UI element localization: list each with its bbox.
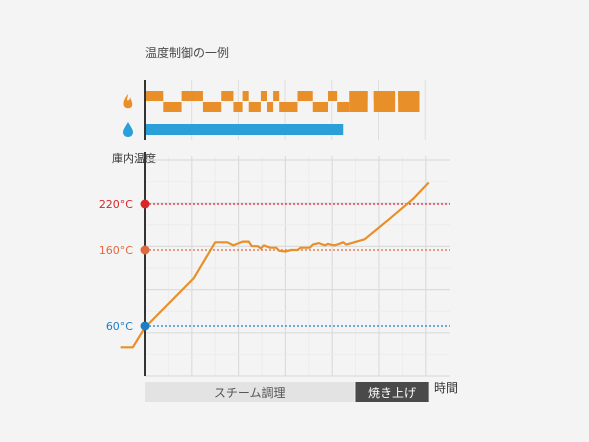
heat-full-bar (349, 91, 368, 112)
reference-label: 60°C (106, 320, 133, 333)
heat-on-bar (145, 91, 164, 101)
heat-bars (145, 91, 420, 112)
steam-on-bar (145, 124, 344, 135)
heat-on-bar (260, 91, 267, 101)
heat-on-bar (181, 91, 203, 101)
steam-bars (145, 124, 344, 135)
x-axis-label: 時間 (434, 381, 458, 395)
heat-off-bar (312, 102, 328, 112)
heat-off-bar (279, 102, 298, 112)
heat-off-bar (267, 102, 274, 112)
heat-off-bar (233, 102, 243, 112)
heat-off-bar (248, 102, 261, 112)
heat-on-bar (273, 91, 280, 101)
heat-on-bar (242, 91, 249, 101)
chart-title: 温度制御の一例 (145, 45, 229, 60)
reference-lines (145, 203, 450, 327)
temperature-line (120, 181, 430, 349)
heat-full-bar (398, 91, 420, 112)
reference-label: 220°C (99, 198, 133, 211)
heat-on-bar (328, 91, 338, 101)
heat-off-bar (163, 102, 182, 112)
heat-off-bar (337, 102, 350, 112)
reference-dots (140, 199, 150, 331)
reference-labels: 220°C 160°C 60°C (99, 198, 133, 333)
reference-dot (140, 199, 150, 209)
plot-grid (145, 156, 450, 377)
y-axis-label: 庫内温度 (112, 151, 156, 165)
phase-segment (355, 382, 429, 402)
phase-segment (145, 382, 355, 402)
water-drop-icon (123, 122, 133, 137)
heat-on-bar (221, 91, 234, 101)
flame-icon (123, 94, 133, 109)
phase-label: 焼き上げ (368, 386, 416, 400)
phase-bar: スチーム調理 焼き上げ (145, 382, 429, 402)
phase-label: スチーム調理 (214, 386, 286, 400)
reference-dot (140, 245, 150, 255)
reference-label: 160°C (99, 244, 133, 257)
heat-full-bar (373, 91, 396, 112)
reference-dot (140, 321, 150, 331)
heat-on-bar (297, 91, 313, 101)
heat-off-bar (202, 102, 222, 112)
